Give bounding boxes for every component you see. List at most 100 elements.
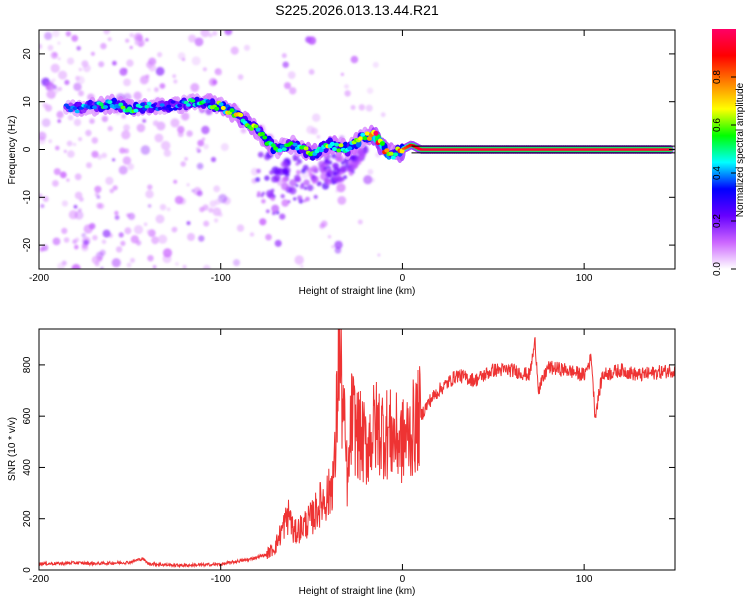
- spectrogram-ridge-cell: [336, 148, 342, 153]
- spectrogram-noise-blob: [40, 204, 45, 208]
- spectrogram-noise-blob: [56, 110, 64, 119]
- spectrogram-noise-blob: [287, 71, 296, 79]
- spectrogram-noise-blob: [363, 175, 373, 185]
- spectrogram-noise-blob: [327, 235, 332, 239]
- spectrogram-noise-blob: [140, 145, 151, 155]
- spectrogram-noise-blob: [74, 191, 83, 200]
- spectrogram-ridge-cell: [72, 106, 78, 111]
- colorbar-tick-label: 0.6: [712, 118, 723, 132]
- spectrogram-noise-blob: [119, 67, 128, 76]
- spectrogram-noise-blob: [196, 162, 204, 170]
- spectrogram-noise-blob: [201, 125, 210, 135]
- colorbar-tick-label: 0.8: [712, 70, 723, 84]
- spectrogram-noise-blob: [188, 34, 197, 43]
- spectrogram-noise-blob: [224, 30, 233, 36]
- spectrogram-noise-blob: [273, 174, 281, 182]
- spectrogram-noise-blob: [155, 66, 165, 76]
- spectrogram-noise-blob: [114, 210, 119, 216]
- spectrogram-noise-blob: [199, 206, 205, 213]
- spectrogram-noise-blob: [121, 130, 131, 140]
- snr-x-tick-label: -100: [211, 574, 231, 585]
- spectrogram-ridge-cell: [253, 124, 259, 129]
- spectrogram-noise-blob: [77, 208, 82, 213]
- spectrogram-noise-blob: [81, 60, 89, 68]
- spectrogram-noise-blob: [337, 176, 342, 181]
- spectrogram-noise-blob: [52, 180, 59, 187]
- spectrogram-noise-blob: [305, 196, 310, 202]
- spectrogram-noise-blob: [171, 227, 177, 233]
- spectrogram-ridge-cell: [399, 148, 405, 154]
- spectrogram-noise-blob: [350, 105, 356, 110]
- spectrogram-noise-blob: [152, 265, 157, 269]
- spectrogram-noise-blob: [57, 57, 61, 61]
- spectrogram-ridge-cell: [218, 102, 224, 107]
- spectrogram-noise-blob: [336, 183, 346, 193]
- spectrogram-noise-blob: [236, 224, 245, 232]
- spectrogram-ridge-cell: [262, 135, 268, 140]
- figure-title: S225.2026.013.13.44.R21: [275, 2, 439, 18]
- spectrogram-noise-blob: [67, 57, 75, 65]
- spectrogram-noise-blob: [57, 262, 65, 269]
- spectrogram-noise-blob: [281, 176, 288, 183]
- spectrogram-noise-blob: [295, 162, 300, 166]
- spectrogram-noise-blob: [63, 149, 67, 153]
- spectrogram-noise-blob: [233, 259, 240, 267]
- spectrogram-noise-blob: [191, 56, 201, 66]
- spectrogram-noise-blob: [184, 157, 189, 161]
- spectrogram-noise-blob: [145, 38, 149, 42]
- spectrogram-noise-blob: [186, 183, 190, 187]
- spectrogram-ridge-cell: [390, 155, 396, 160]
- spectrogram-noise-blob: [196, 147, 200, 151]
- spectrogram-ridge-cell: [332, 147, 337, 151]
- spectrogram-noise-blob: [145, 190, 154, 199]
- spectrogram-noise-blob: [98, 203, 105, 210]
- spectrogram-noise-blob: [261, 191, 265, 195]
- spectrogram-ridge-cell: [260, 132, 265, 136]
- spectrogram-y-label: Frequency (Hz): [7, 116, 18, 185]
- spectrogram-noise-blob: [191, 189, 195, 193]
- spectrogram-noise-blob: [115, 246, 123, 253]
- spectrogram-noise-blob: [85, 129, 92, 137]
- spectrogram-noise-blob: [334, 240, 343, 250]
- spectrogram-x-label: Height of straight line (km): [299, 286, 416, 297]
- colorbar-tick-label: 0.0: [712, 262, 723, 276]
- spectrogram-noise-blob: [96, 195, 101, 199]
- spectrogram-noise-blob: [296, 169, 301, 175]
- spectrogram-noise-blob: [243, 44, 251, 51]
- spectrogram-ridge-cell: [334, 142, 340, 147]
- spectrogram-noise-blob: [57, 41, 61, 45]
- spectrogram-noise-blob: [58, 70, 68, 80]
- spectrogram-noise-blob: [78, 90, 84, 97]
- spectrogram-noise-blob: [102, 229, 111, 238]
- spectrogram-noise-blob: [50, 63, 60, 73]
- spectrogram-noise-blob: [300, 264, 304, 268]
- spectrogram-ridge-cell: [127, 106, 132, 111]
- snr-y-tick-label: 400: [22, 459, 33, 476]
- spectrogram-ridge-cell: [177, 103, 183, 108]
- spectrogram-x-tick-label: -200: [29, 273, 49, 284]
- spectrogram-noise-blob: [186, 130, 193, 137]
- spectrogram-noise-blob: [83, 224, 93, 234]
- spectrogram-noise-blob: [175, 262, 179, 266]
- spectrogram-noise-blob: [39, 246, 45, 252]
- spectrogram-noise-blob: [64, 79, 70, 85]
- spectrogram-noise-blob: [107, 125, 113, 132]
- spectrogram-ridge-cell: [98, 102, 104, 107]
- snr-x-ticks: -200 -100 0 100: [29, 329, 593, 585]
- colorbar-label: Normalized spectral amplitude: [735, 82, 746, 217]
- spectrogram-noise-blob: [118, 165, 128, 175]
- spectrogram-noise-blob: [214, 198, 221, 205]
- spectrogram-ridge-cell: [347, 146, 353, 151]
- spectrogram-noise-blob: [121, 114, 127, 119]
- spectrogram-ridge-cell: [159, 103, 165, 107]
- spectrogram-noise-blob: [112, 60, 117, 66]
- spectrogram-noise-blob: [303, 179, 310, 186]
- spectrogram-noise-blob: [284, 82, 291, 90]
- spectrogram-noise-blob: [202, 264, 211, 269]
- spectrogram-noise-blob: [59, 171, 67, 179]
- spectrogram-noise-blob: [337, 196, 347, 205]
- spectrogram-noise-blob: [39, 131, 47, 141]
- spectrogram-ridge-cell: [74, 109, 80, 114]
- spectrogram-noise-blob: [51, 78, 56, 83]
